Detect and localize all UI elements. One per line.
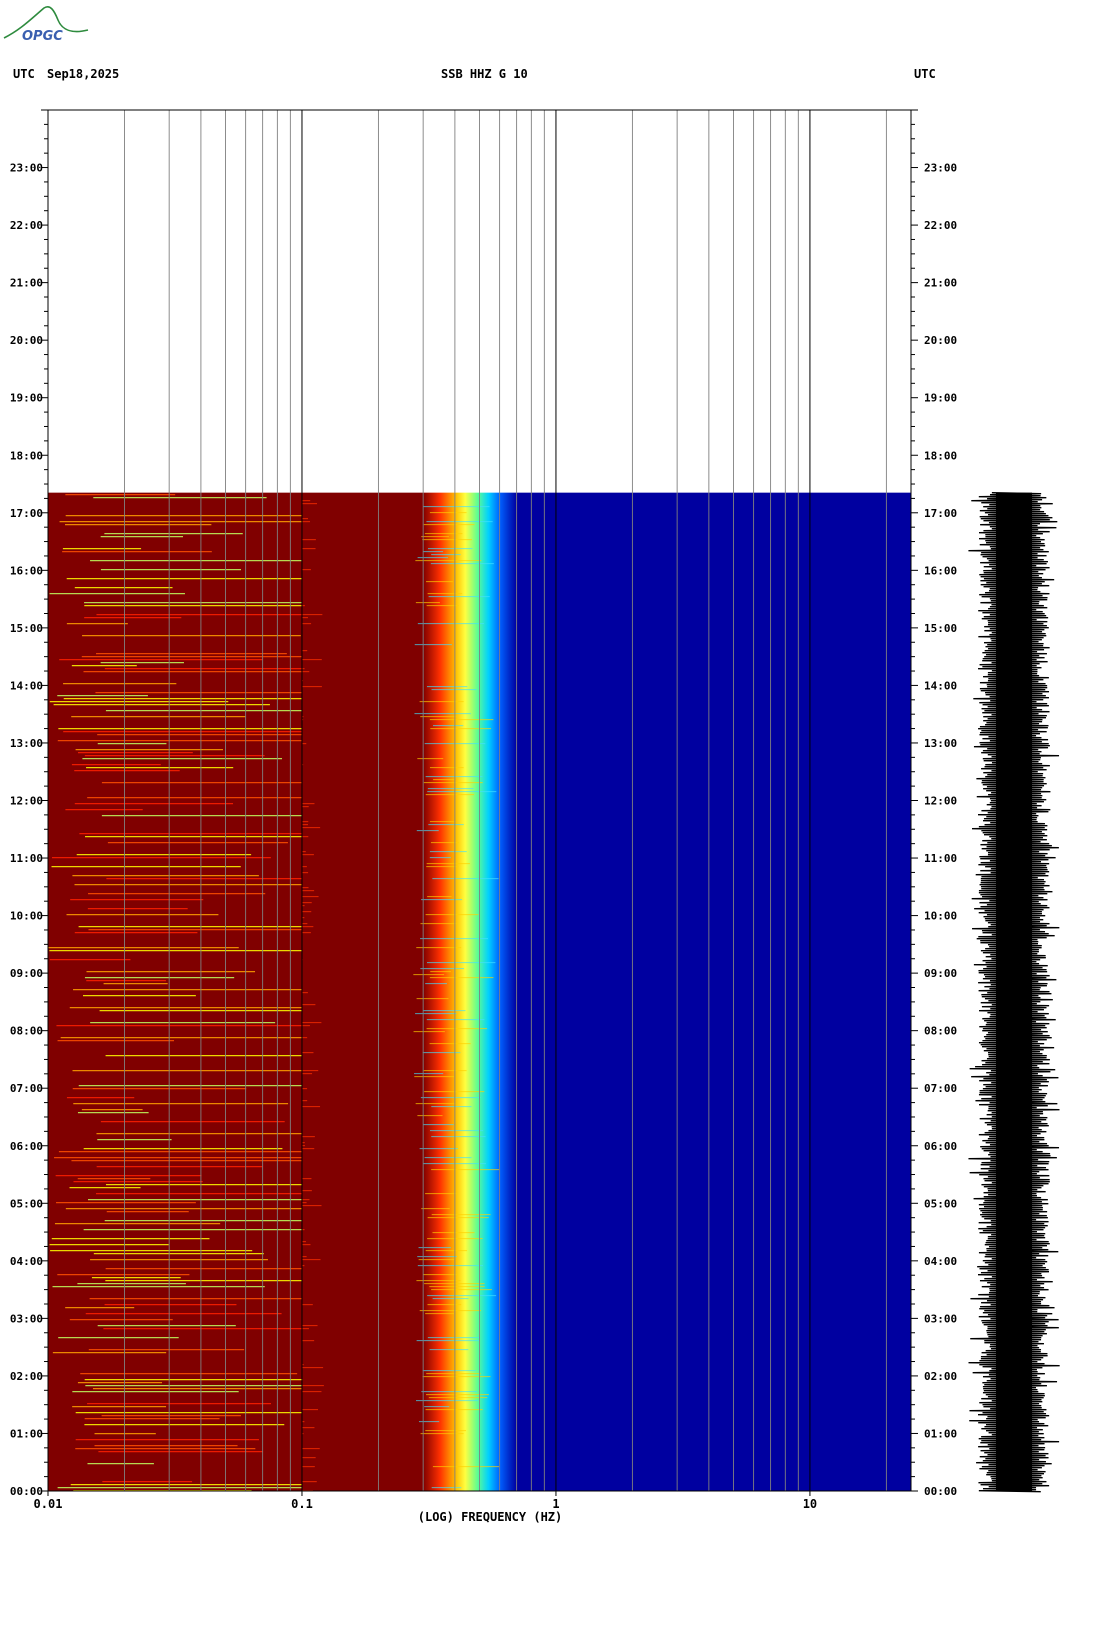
y-tick-label-right: 17:00 [924, 507, 957, 520]
y-tick-label-right: 18:00 [924, 449, 957, 462]
y-tick-label-right: 23:00 [924, 162, 957, 175]
y-tick-label-right: 02:00 [924, 1370, 957, 1383]
y-tick-label-left: 17:00 [10, 507, 43, 520]
y-tick-label-left: 21:00 [10, 277, 43, 290]
y-tick-label-left: 07:00 [10, 1082, 43, 1095]
y-tick-label-left: 01:00 [10, 1427, 43, 1440]
y-tick-label-right: 22:00 [924, 219, 957, 232]
band-high [48, 492, 424, 1491]
time-axis: 00:00 00:00 01:00 01:00 02:00 02:00 03:00 03:00… [10, 109, 957, 1498]
y-tick-label-right: 05:00 [924, 1197, 957, 1210]
y-tick-label-left: 19:00 [10, 392, 43, 405]
y-tick-label-right: 20:00 [924, 334, 957, 347]
y-tick-label-left: 04:00 [10, 1255, 43, 1268]
right-timezone-label: UTC [914, 67, 936, 81]
y-tick-label-left: 06:00 [10, 1140, 43, 1153]
y-tick-label-left: 08:00 [10, 1025, 43, 1038]
y-tick-label-right: 07:00 [924, 1082, 957, 1095]
y-tick-label-left: 00:00 [10, 1485, 43, 1498]
left-timezone-label: UTC [13, 67, 35, 81]
y-tick-label-right: 21:00 [924, 277, 957, 290]
frequency-axis: 0.01 0.1 1 10 [34, 1491, 817, 1511]
y-tick-label-right: 01:00 [924, 1427, 957, 1440]
x-tick-label: 0.01 [34, 1497, 63, 1511]
y-tick-label-left: 02:00 [10, 1370, 43, 1383]
y-tick-label-left: 14:00 [10, 679, 43, 692]
y-tick-label-right: 16:00 [924, 564, 957, 577]
y-tick-label-left: 16:00 [10, 564, 43, 577]
y-tick-label-left: 18:00 [10, 449, 43, 462]
seismogram-trace [968, 491, 1060, 1493]
y-tick-label-left: 20:00 [10, 334, 43, 347]
y-tick-label-left: 13:00 [10, 737, 43, 750]
y-tick-label-right: 06:00 [924, 1140, 957, 1153]
x-axis-label: (LOG) FREQUENCY (HZ) [418, 1510, 563, 1524]
y-tick-label-left: 11:00 [10, 852, 43, 865]
y-tick-label-right: 04:00 [924, 1255, 957, 1268]
y-tick-label-right: 15:00 [924, 622, 957, 635]
station-title: SSB HHZ G 10 [441, 67, 528, 81]
y-tick-label-right: 00:00 [924, 1485, 957, 1498]
band-low [516, 492, 911, 1491]
y-tick-label-right: 12:00 [924, 795, 957, 808]
y-tick-label-left: 12:00 [10, 795, 43, 808]
y-tick-label-left: 15:00 [10, 622, 43, 635]
y-tick-label-right: 03:00 [924, 1312, 957, 1325]
y-tick-label-right: 13:00 [924, 737, 957, 750]
y-tick-label-left: 03:00 [10, 1312, 43, 1325]
logo-text: OPGC [22, 29, 63, 44]
y-tick-label-left: 09:00 [10, 967, 43, 980]
date-label: Sep18,2025 [47, 67, 120, 81]
spectrogram-bands [48, 492, 911, 1491]
y-tick-label-right: 14:00 [924, 679, 957, 692]
band-transition [423, 492, 517, 1491]
y-tick-label-right: 11:00 [924, 852, 957, 865]
y-tick-label-right: 10:00 [924, 910, 957, 923]
trace-core [996, 492, 1032, 1491]
y-tick-label-left: 23:00 [10, 162, 43, 175]
y-tick-label-left: 05:00 [10, 1197, 43, 1210]
y-tick-label-right: 09:00 [924, 967, 957, 980]
x-tick-label: 10 [803, 1497, 817, 1511]
spectral-line-layer [48, 494, 500, 1492]
y-tick-label-left: 10:00 [10, 910, 43, 923]
x-tick-label: 1 [552, 1497, 559, 1511]
y-tick-label-right: 08:00 [924, 1025, 957, 1038]
frequency-grid [124, 110, 887, 1491]
opgc-logo: OPGC [3, 5, 89, 44]
x-tick-label: 0.1 [291, 1497, 313, 1511]
y-tick-label-right: 19:00 [924, 392, 957, 405]
y-tick-label-left: 22:00 [10, 219, 43, 232]
